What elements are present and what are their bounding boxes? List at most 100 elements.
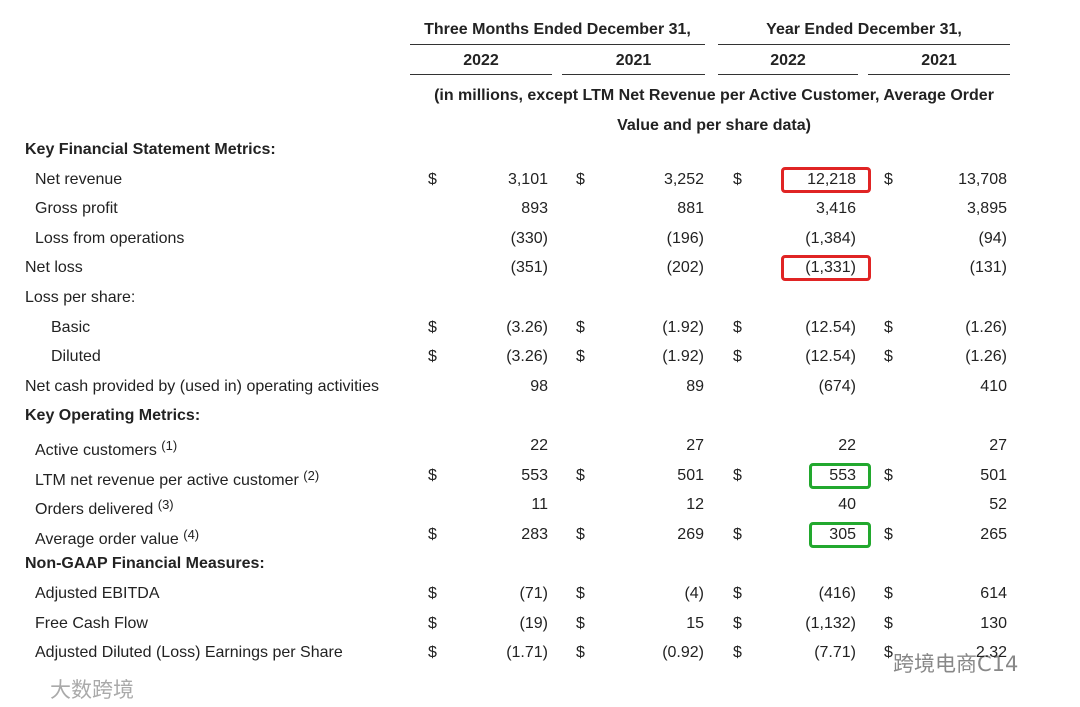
value: 3,252 bbox=[663, 170, 704, 188]
footnote-ref: (2) bbox=[303, 467, 320, 483]
label-text: Loss per share: bbox=[25, 289, 136, 306]
currency: $ bbox=[576, 614, 585, 632]
rule bbox=[410, 44, 705, 45]
value: 893 bbox=[521, 200, 548, 218]
currency: $ bbox=[428, 525, 437, 543]
footnote-ref: (3) bbox=[157, 497, 174, 513]
row-label: Net cash provided by (used in) operating… bbox=[25, 377, 379, 397]
section-title: Key Operating Metrics: bbox=[25, 407, 201, 425]
value: (1.92) bbox=[662, 348, 704, 366]
value: 265 bbox=[980, 525, 1007, 543]
label-text: Net loss bbox=[25, 259, 83, 277]
row-label: Gross profit bbox=[35, 199, 118, 219]
rule bbox=[868, 74, 1010, 75]
footnote-ref: (1) bbox=[161, 438, 178, 453]
value: (12.54) bbox=[805, 318, 856, 336]
currency: $ bbox=[884, 348, 893, 366]
currency: $ bbox=[733, 318, 742, 336]
value: 27 bbox=[989, 437, 1007, 454]
year-header: 2021 bbox=[615, 52, 652, 69]
value: 283 bbox=[521, 525, 548, 543]
value: (1,384) bbox=[805, 229, 856, 247]
currency: $ bbox=[733, 525, 742, 543]
units-note: (in millions, except LTM Net Revenue per… bbox=[434, 87, 994, 134]
row-label: Adjusted EBITDA bbox=[35, 584, 160, 604]
value: 269 bbox=[677, 525, 704, 543]
value: 501 bbox=[677, 466, 704, 484]
value: (1.71) bbox=[506, 644, 548, 662]
value: (71) bbox=[519, 585, 548, 602]
label-text: Net cash provided by (used in) operating… bbox=[25, 377, 379, 395]
value: 15 bbox=[686, 614, 704, 632]
value: 305 bbox=[829, 525, 856, 543]
currency: $ bbox=[733, 170, 742, 188]
highlight-box bbox=[809, 462, 871, 489]
watermark: 跨境电商C14 bbox=[893, 652, 1019, 676]
currency: $ bbox=[884, 644, 893, 662]
row-label: Diluted bbox=[51, 347, 101, 367]
value: 27 bbox=[686, 437, 704, 454]
currency: $ bbox=[576, 644, 585, 662]
value: 2.32 bbox=[975, 644, 1007, 662]
currency: $ bbox=[884, 318, 893, 336]
highlight-box bbox=[809, 521, 871, 548]
value: (351) bbox=[510, 259, 548, 277]
label-text: Loss from operations bbox=[35, 229, 185, 247]
currency: $ bbox=[576, 525, 585, 543]
value: 410 bbox=[980, 377, 1007, 395]
value: 11 bbox=[531, 496, 548, 514]
currency: $ bbox=[428, 318, 437, 336]
currency: $ bbox=[428, 614, 437, 632]
currency: $ bbox=[428, 466, 437, 484]
value: 501 bbox=[980, 466, 1007, 484]
value: (1,331) bbox=[805, 259, 856, 277]
label-text: Average order value bbox=[35, 530, 179, 548]
row-label: Active customers (1) bbox=[35, 436, 177, 461]
year-header: 2022 bbox=[463, 52, 499, 69]
value: (131) bbox=[969, 259, 1007, 277]
value: (196) bbox=[666, 229, 704, 247]
currency: $ bbox=[428, 170, 437, 188]
value: 12 bbox=[686, 496, 704, 514]
group-header: Three Months Ended December 31, bbox=[424, 21, 691, 38]
value: 12,218 bbox=[807, 170, 856, 188]
label-text: Adjusted EBITDA bbox=[35, 585, 160, 602]
value: 98 bbox=[530, 377, 548, 395]
currency: $ bbox=[576, 585, 585, 602]
currency: $ bbox=[884, 614, 893, 632]
value: (0.92) bbox=[662, 644, 704, 662]
value: 881 bbox=[677, 200, 704, 218]
row-label: Net revenue bbox=[35, 170, 122, 190]
value: (19) bbox=[519, 614, 548, 632]
row-label: Basic bbox=[51, 318, 90, 338]
value: (416) bbox=[818, 585, 856, 602]
value: (94) bbox=[978, 229, 1007, 247]
highlight-box bbox=[781, 255, 871, 282]
currency: $ bbox=[884, 525, 893, 543]
currency: $ bbox=[733, 348, 742, 366]
label-text: Diluted bbox=[51, 348, 101, 366]
currency: $ bbox=[884, 585, 893, 602]
value: (4) bbox=[684, 585, 704, 602]
currency: $ bbox=[733, 614, 742, 632]
year-header: 2022 bbox=[770, 52, 806, 69]
row-label: Loss per share: bbox=[25, 288, 135, 308]
value: (1,132) bbox=[805, 614, 856, 632]
label-text: Net revenue bbox=[35, 170, 123, 188]
currency: $ bbox=[428, 585, 437, 602]
rule bbox=[718, 44, 1010, 45]
value: (12.54) bbox=[805, 348, 856, 366]
label-text: LTM net revenue per active customer bbox=[35, 471, 299, 489]
value: (1.26) bbox=[965, 348, 1007, 366]
currency: $ bbox=[733, 644, 742, 662]
currency: $ bbox=[733, 466, 742, 484]
value: (7.71) bbox=[814, 644, 856, 662]
currency: $ bbox=[428, 348, 437, 366]
currency: $ bbox=[884, 466, 893, 484]
label-text: Basic bbox=[51, 318, 91, 336]
value: (1.92) bbox=[662, 318, 704, 336]
value: 22 bbox=[530, 437, 548, 454]
label-text: Gross profit bbox=[35, 200, 118, 218]
watermark: 大数跨境 bbox=[50, 678, 134, 702]
section-title: Non-GAAP Financial Measures: bbox=[25, 555, 265, 573]
